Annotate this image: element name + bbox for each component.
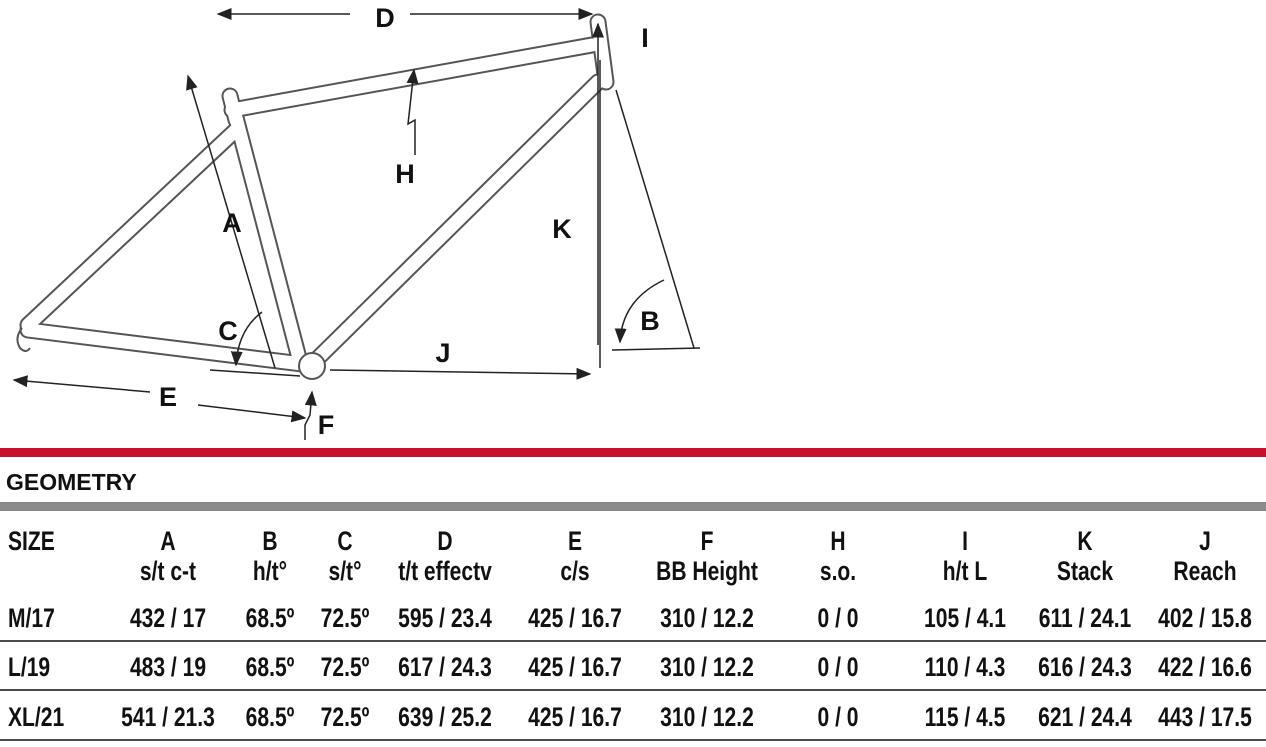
table-cell: 110 / 4.3 xyxy=(925,653,1006,683)
table-cell: 68.5º xyxy=(246,653,295,683)
header-cell: B xyxy=(262,527,277,557)
header-cell: s/t c-t xyxy=(140,557,196,587)
header-cell: Reach xyxy=(1173,557,1236,587)
dimension-letter: F xyxy=(318,410,335,440)
table-cell: 432 / 17 xyxy=(130,604,206,634)
frame-diagram xyxy=(12,8,701,440)
table-cell: 595 / 23.4 xyxy=(398,604,492,634)
dimension-letter: K xyxy=(552,214,572,244)
table-cell: XL/21 xyxy=(8,703,64,733)
header-cell: h/t L xyxy=(943,557,988,587)
header-cell: H xyxy=(830,527,845,557)
dimension-letter: D xyxy=(375,3,395,33)
header-cell: c/s xyxy=(560,557,589,587)
table-cell: 310 / 12.2 xyxy=(660,703,754,733)
table-cell: 0 / 0 xyxy=(818,703,859,733)
table-cell: L/19 xyxy=(8,653,50,683)
frame-tubes xyxy=(16,13,615,380)
dimension-letter: A xyxy=(222,208,242,238)
header-cell: Stack xyxy=(1057,557,1114,587)
header-cell: D xyxy=(437,527,452,557)
header-cell: K xyxy=(1077,527,1093,557)
header-cell: SIZE xyxy=(8,527,55,557)
table-cell: 72.5º xyxy=(321,604,370,634)
table-cell: 115 / 4.5 xyxy=(925,703,1006,733)
dimension-letter: H xyxy=(395,159,415,189)
table-cell: 639 / 25.2 xyxy=(398,703,492,733)
table-cell: M/17 xyxy=(8,604,55,634)
dimension-letter: I xyxy=(641,23,649,53)
header-cell: J xyxy=(1199,527,1211,557)
dimension-letter: C xyxy=(218,316,238,346)
red-rule xyxy=(0,448,1266,457)
dimension-letter: B xyxy=(640,306,660,336)
table-cell: 483 / 19 xyxy=(130,653,206,683)
header-cell: C xyxy=(337,527,352,557)
table-cell: 68.5º xyxy=(246,703,295,733)
table-cell: 541 / 21.3 xyxy=(121,703,215,733)
dimension-letter: J xyxy=(435,338,450,368)
table-cell: 310 / 12.2 xyxy=(660,604,754,634)
header-cell: BB Height xyxy=(656,557,758,587)
table-cell: 402 / 15.8 xyxy=(1158,604,1252,634)
table-cell: 425 / 16.7 xyxy=(528,653,622,683)
table-cell: 72.5º xyxy=(321,703,370,733)
table-cell: 621 / 24.4 xyxy=(1038,703,1132,733)
table-cell: 425 / 16.7 xyxy=(528,703,622,733)
table-cell: 0 / 0 xyxy=(818,604,859,634)
header-cell: F xyxy=(701,527,714,557)
table-cell: 611 / 24.1 xyxy=(1039,604,1131,634)
table-cell: 617 / 24.3 xyxy=(398,653,492,683)
header-cell: h/t° xyxy=(253,557,287,587)
section-title: GEOMETRY xyxy=(6,469,137,495)
table-cell: 0 / 0 xyxy=(818,653,859,683)
table-cell: 105 / 4.1 xyxy=(924,604,1006,634)
dimension-lines xyxy=(12,8,701,440)
header-cell: s.o. xyxy=(820,557,856,587)
dimension-letter: E xyxy=(159,382,177,412)
header-cell: A xyxy=(160,527,175,557)
header-cell: I xyxy=(962,527,968,557)
table-cell: 422 / 16.6 xyxy=(1158,653,1252,683)
table-cell: 68.5º xyxy=(246,604,295,634)
table-cell: 425 / 16.7 xyxy=(528,604,622,634)
table-cell: 310 / 12.2 xyxy=(660,653,754,683)
header-cell: t/t effectv xyxy=(398,557,492,587)
header-cell: E xyxy=(568,527,582,557)
header-cell: s/t° xyxy=(329,557,362,587)
table-cell: 72.5º xyxy=(321,653,370,683)
table-cell: 443 / 17.5 xyxy=(1158,703,1252,733)
gray-rule xyxy=(0,502,1266,511)
table-cell: 616 / 24.3 xyxy=(1038,653,1132,683)
